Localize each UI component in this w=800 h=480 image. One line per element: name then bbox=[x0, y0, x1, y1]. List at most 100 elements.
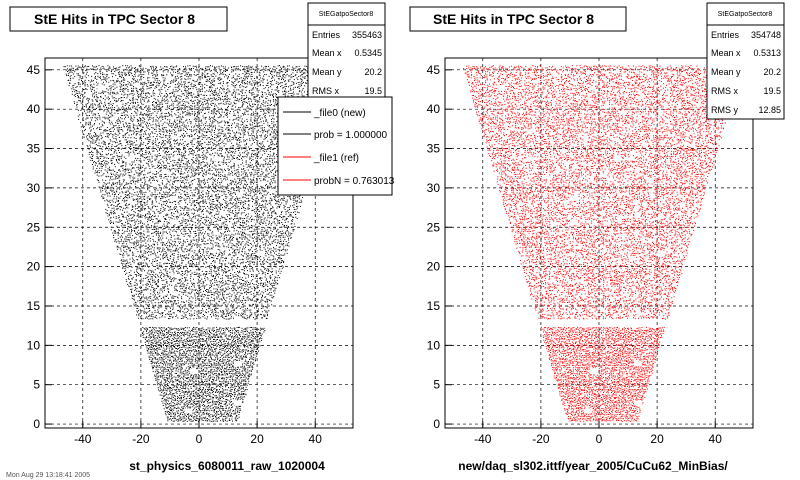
hit-point bbox=[177, 396, 178, 397]
hit-point bbox=[165, 400, 166, 401]
hit-point bbox=[122, 243, 123, 244]
hit-point bbox=[225, 304, 226, 305]
hit-point bbox=[213, 383, 214, 384]
hit-point bbox=[200, 257, 201, 258]
hit-point bbox=[226, 371, 227, 372]
hit-point bbox=[239, 249, 240, 250]
hit-point bbox=[140, 281, 141, 282]
hit-point bbox=[200, 412, 201, 413]
hit-point bbox=[210, 352, 211, 353]
hit-point bbox=[129, 262, 130, 263]
hit-point bbox=[245, 281, 246, 282]
hit-point bbox=[222, 395, 223, 396]
hit-point bbox=[256, 237, 257, 238]
hit-point bbox=[175, 250, 176, 251]
hit-point bbox=[198, 267, 199, 268]
hit-point bbox=[211, 297, 212, 298]
hit-point bbox=[199, 375, 200, 376]
hit-point bbox=[167, 332, 168, 333]
hit-point bbox=[273, 283, 274, 284]
hit-point bbox=[173, 312, 174, 313]
hit-point bbox=[253, 304, 254, 305]
hit-point bbox=[236, 331, 237, 332]
hit-point bbox=[171, 265, 172, 266]
hit-point bbox=[274, 283, 275, 284]
hit-point bbox=[121, 241, 122, 242]
hit-point bbox=[185, 330, 186, 331]
hit-point bbox=[194, 315, 195, 316]
hit-point bbox=[230, 387, 231, 388]
hit-point bbox=[183, 335, 184, 336]
hit-point bbox=[212, 311, 213, 312]
hit-point bbox=[173, 361, 174, 362]
hit-point bbox=[194, 287, 195, 288]
hit-point bbox=[179, 408, 180, 409]
hit-point bbox=[190, 280, 191, 281]
hit-point bbox=[196, 262, 197, 263]
hit-point bbox=[203, 341, 204, 342]
hit-point bbox=[172, 378, 173, 379]
hit-point bbox=[223, 363, 224, 364]
hit-point bbox=[139, 287, 140, 288]
hit-point bbox=[131, 247, 132, 248]
hit-point bbox=[177, 349, 178, 350]
hit-point bbox=[164, 275, 165, 276]
hit-point bbox=[201, 368, 202, 369]
hit-point bbox=[191, 399, 192, 400]
hit-point bbox=[190, 363, 191, 364]
hit-point bbox=[233, 237, 234, 238]
hit-point bbox=[214, 377, 215, 378]
hit-point bbox=[174, 341, 175, 342]
hit-point bbox=[168, 357, 169, 358]
hit-point bbox=[211, 310, 212, 311]
hit-point bbox=[225, 269, 226, 270]
hit-point bbox=[167, 379, 168, 380]
hit-point bbox=[166, 303, 167, 304]
hit-point bbox=[178, 371, 179, 372]
hit-point bbox=[160, 359, 161, 360]
hit-point bbox=[172, 309, 173, 310]
hit-point bbox=[196, 333, 197, 334]
hit-point bbox=[182, 342, 183, 343]
hit-point bbox=[180, 267, 181, 268]
hit-point bbox=[190, 396, 191, 397]
hit-point bbox=[134, 242, 135, 243]
hit-point bbox=[225, 368, 226, 369]
hit-point bbox=[279, 243, 280, 244]
hit-point bbox=[198, 310, 199, 311]
hit-point bbox=[234, 255, 235, 256]
hit-point bbox=[190, 386, 191, 387]
hit-point bbox=[248, 339, 249, 340]
hit-point bbox=[183, 376, 184, 377]
hit-point bbox=[161, 401, 162, 402]
hit-point bbox=[113, 237, 114, 238]
hit-point bbox=[167, 354, 168, 355]
hit-point bbox=[256, 318, 257, 319]
hit-point bbox=[221, 336, 222, 337]
hit-point bbox=[162, 358, 163, 359]
hit-point bbox=[238, 373, 239, 374]
hit-point bbox=[174, 408, 175, 409]
hit-point bbox=[153, 362, 154, 363]
hit-point bbox=[165, 302, 166, 303]
hit-point bbox=[195, 345, 196, 346]
hit-point bbox=[196, 387, 197, 388]
hit-point bbox=[248, 292, 249, 293]
hit-point bbox=[219, 370, 220, 371]
hit-point bbox=[270, 275, 271, 276]
hit-point bbox=[128, 247, 129, 248]
hit-point bbox=[168, 394, 169, 395]
hit-point bbox=[125, 246, 126, 247]
hit-point bbox=[229, 407, 230, 408]
hit-point bbox=[236, 274, 237, 275]
hit-point bbox=[143, 233, 144, 234]
hit-point bbox=[283, 261, 284, 262]
hit-point bbox=[186, 270, 187, 271]
hit-point bbox=[158, 355, 159, 356]
hit-point bbox=[151, 248, 152, 249]
hit-point bbox=[236, 371, 237, 372]
hit-point bbox=[147, 305, 148, 306]
hit-point bbox=[153, 334, 154, 335]
hit-point bbox=[146, 337, 147, 338]
hit-point bbox=[250, 283, 251, 284]
